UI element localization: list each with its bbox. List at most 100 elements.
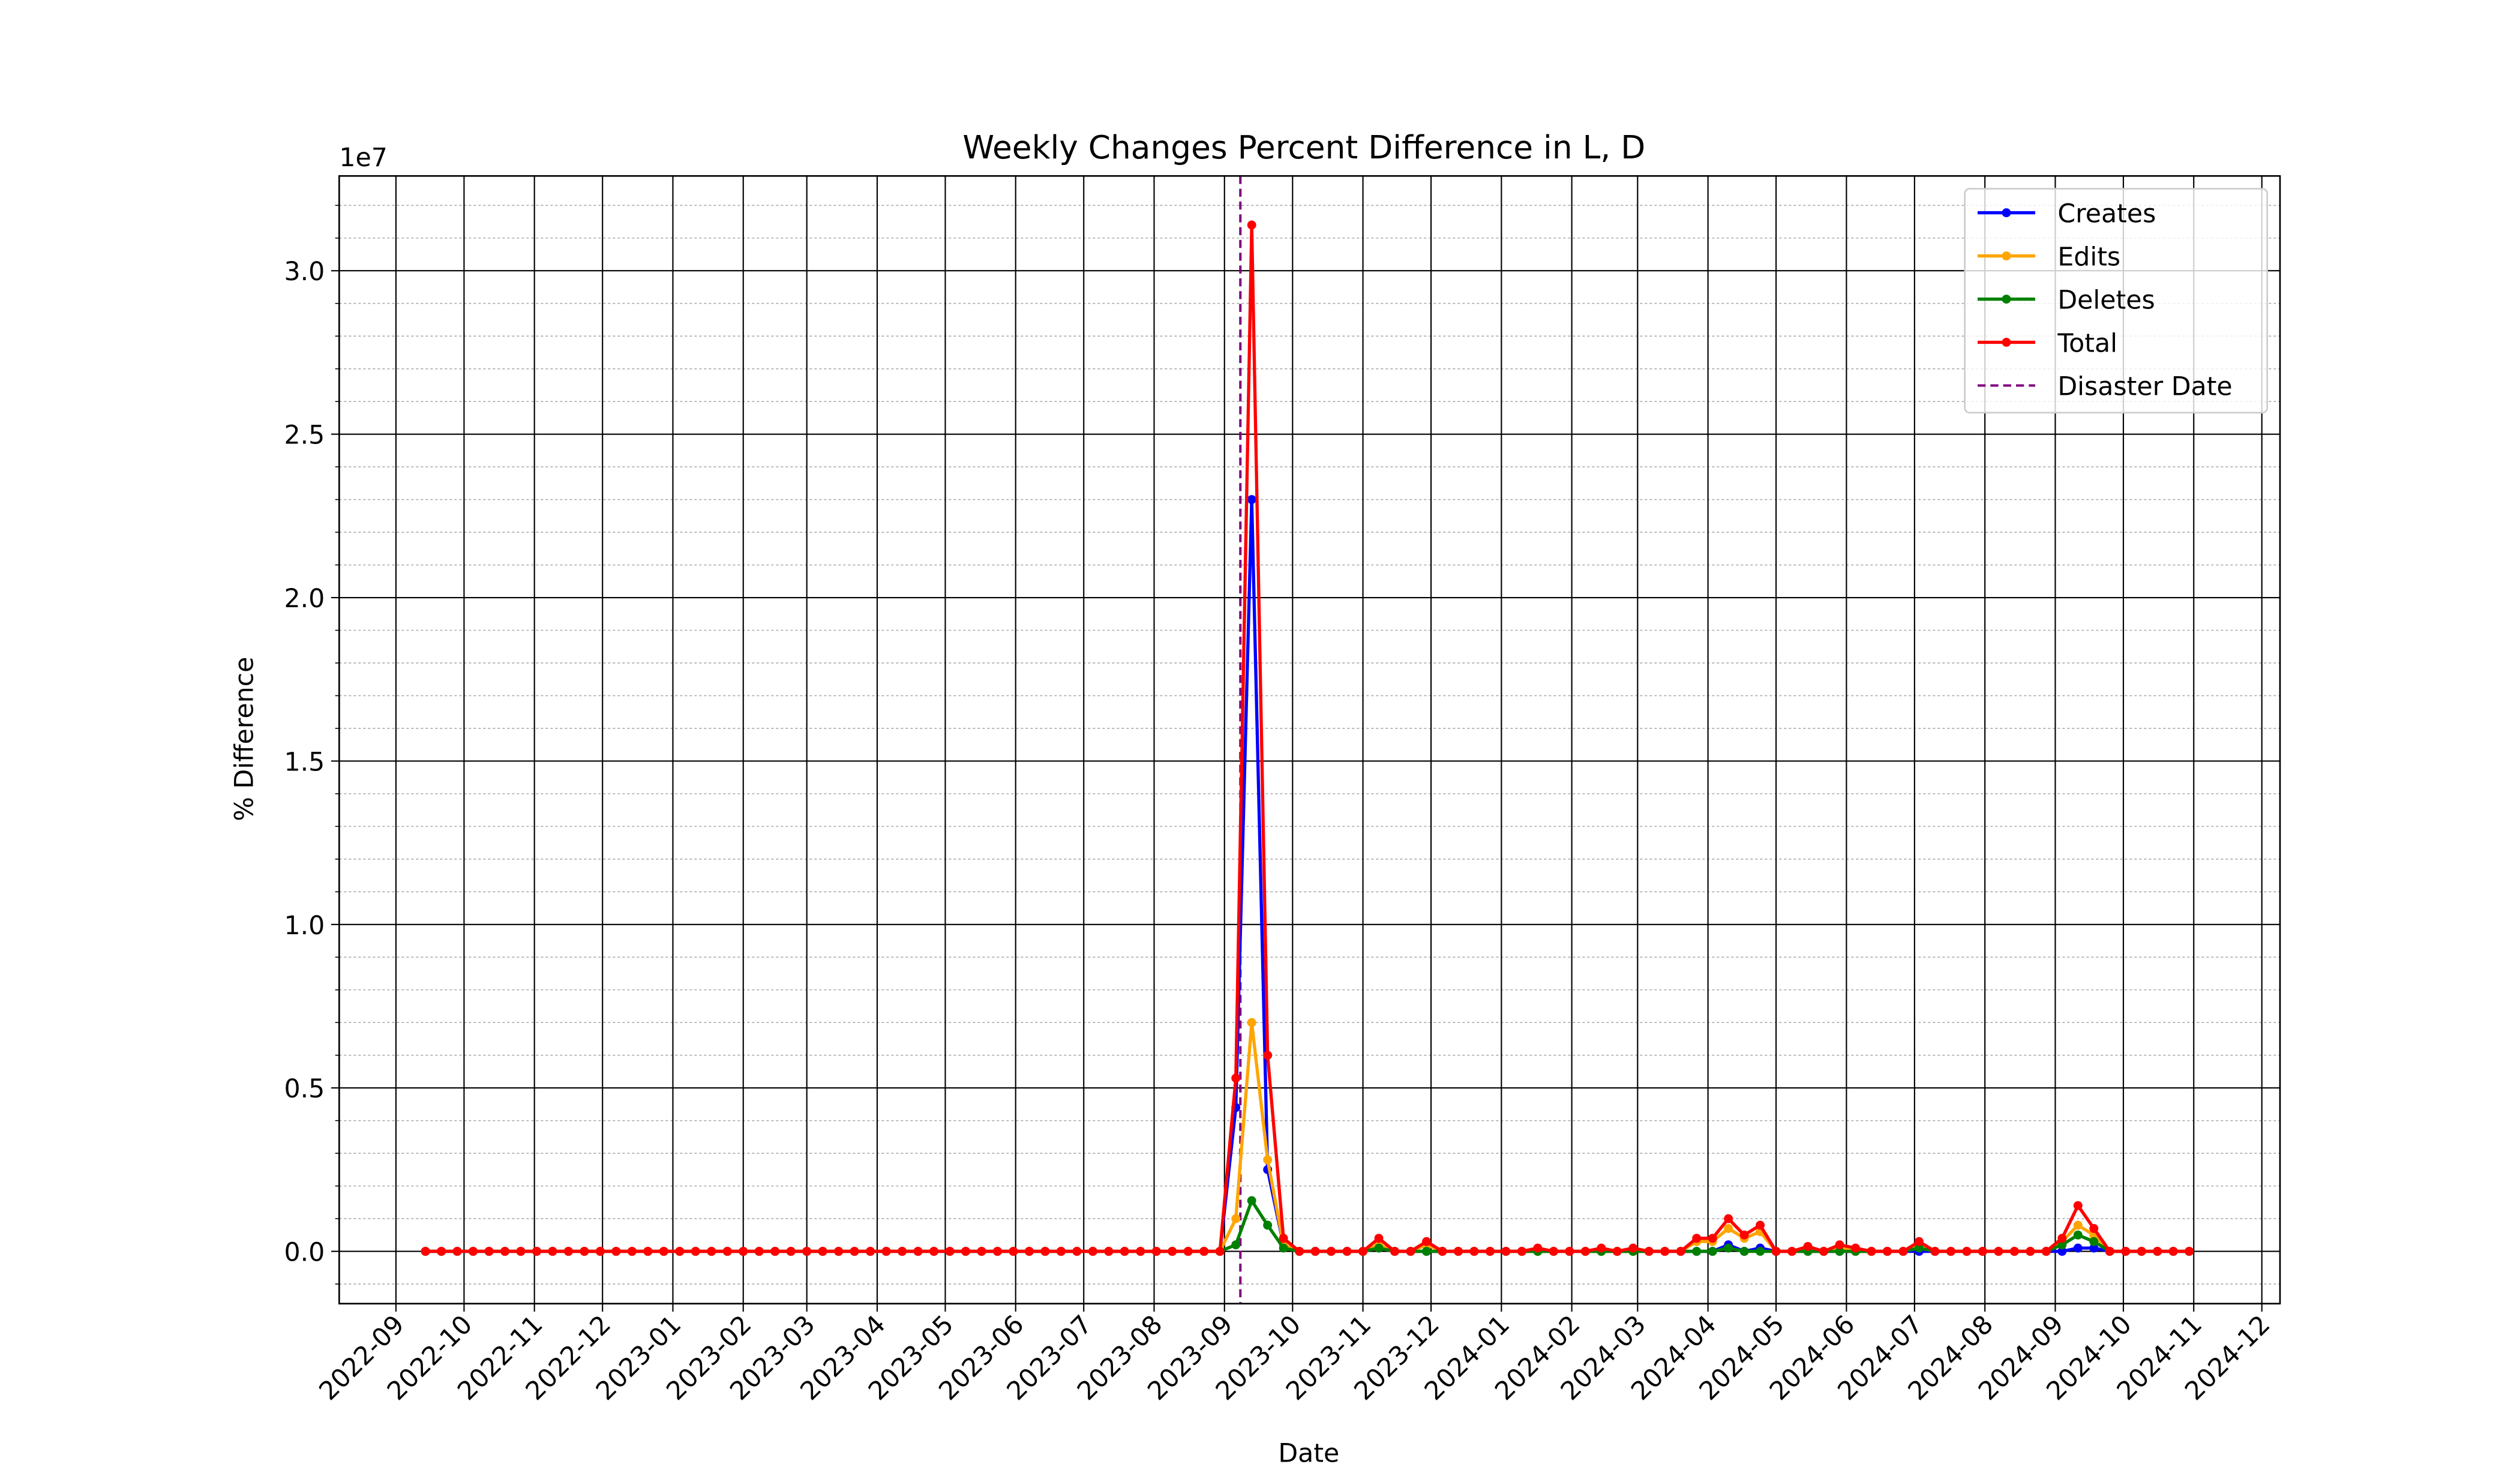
data-point: [977, 1247, 986, 1256]
data-point: [2073, 1220, 2083, 1230]
data-point: [1803, 1241, 1813, 1251]
data-point: [1597, 1243, 1606, 1253]
data-point: [1231, 1073, 1241, 1083]
data-point: [1247, 495, 1256, 505]
data-point: [484, 1247, 494, 1256]
data-point: [1883, 1247, 1892, 1256]
data-point: [580, 1247, 589, 1256]
legend-label: Creates: [2057, 199, 2156, 229]
data-point: [643, 1247, 653, 1256]
data-point: [1136, 1247, 1145, 1256]
data-point: [1708, 1247, 1717, 1256]
data-point: [1946, 1247, 1955, 1256]
data-point: [1263, 1051, 1273, 1060]
data-point: [1565, 1247, 1574, 1256]
axes-frame: [338, 175, 2281, 1305]
data-point: [1851, 1243, 1861, 1253]
data-point: [2073, 1201, 2083, 1210]
data-point: [945, 1247, 955, 1256]
legend-label: Deletes: [2057, 286, 2155, 316]
data-point: [1009, 1247, 1018, 1256]
data-point: [1342, 1247, 1352, 1256]
plot-area: [421, 176, 2194, 1304]
data-point: [1327, 1247, 1336, 1256]
data-point: [2153, 1247, 2162, 1256]
data-point: [421, 1247, 430, 1256]
data-point: [913, 1247, 923, 1256]
data-point: [1517, 1247, 1526, 1256]
data-point: [1914, 1243, 1924, 1253]
data-point: [1422, 1247, 1431, 1256]
data-point: [1215, 1247, 1225, 1256]
data-point: [1072, 1247, 1082, 1256]
data-point: [2137, 1247, 2146, 1256]
series-line: [425, 223, 2189, 1253]
data-point: [818, 1247, 827, 1256]
data-point: [437, 1247, 446, 1256]
data-point: [786, 1247, 796, 1256]
legend-marker: [2002, 338, 2011, 347]
data-point: [1724, 1223, 1733, 1233]
legend-label: Disaster Date: [2057, 371, 2232, 401]
data-point: [1422, 1237, 1431, 1246]
legend-label: Total: [2057, 329, 2117, 359]
data-point: [1724, 1243, 1733, 1253]
data-point: [1708, 1234, 1717, 1243]
y-tick-label: 0.5: [284, 1074, 325, 1104]
data-point: [500, 1247, 509, 1256]
data-point: [1231, 1214, 1241, 1223]
y-tick-label: 2.0: [284, 584, 325, 614]
data-point: [866, 1247, 875, 1256]
y-offset-label: 1e7: [339, 143, 388, 173]
data-point: [1390, 1247, 1400, 1256]
data-point: [2073, 1230, 2083, 1240]
data-point: [469, 1247, 478, 1256]
data-point: [1247, 1018, 1256, 1027]
data-point: [1358, 1247, 1368, 1256]
data-point: [1485, 1247, 1495, 1256]
data-point: [2089, 1223, 2099, 1233]
data-point: [850, 1247, 859, 1256]
data-point: [1279, 1234, 1288, 1243]
data-point: [1994, 1247, 2003, 1256]
data-point: [707, 1247, 716, 1256]
data-point: [961, 1247, 970, 1256]
data-point: [659, 1247, 668, 1256]
data-point: [1835, 1240, 1844, 1250]
data-point: [1756, 1220, 1765, 1230]
data-point: [1787, 1247, 1797, 1256]
data-point: [1374, 1243, 1384, 1253]
data-point: [1914, 1237, 1924, 1246]
data-point: [2057, 1234, 2067, 1243]
data-point: [611, 1247, 621, 1256]
data-point: [1819, 1247, 1829, 1256]
data-point: [739, 1247, 748, 1256]
data-point: [2168, 1247, 2178, 1256]
data-point: [2089, 1243, 2099, 1253]
data-point: [1962, 1247, 1972, 1256]
legend-marker: [2002, 295, 2011, 304]
data-point: [1739, 1230, 1749, 1240]
legend: Creates Edits Deletes Total Disaster Date: [1964, 188, 2268, 414]
data-point: [1835, 1247, 1844, 1256]
data-point: [754, 1247, 764, 1256]
data-point: [898, 1247, 907, 1256]
data-point: [1263, 1220, 1273, 1230]
data-point: [1438, 1247, 1447, 1256]
data-point: [1756, 1247, 1765, 1256]
data-point: [675, 1247, 685, 1256]
data-point: [2041, 1247, 2051, 1256]
data-point: [1247, 220, 1256, 230]
x-axis-label: Date: [1278, 1439, 1339, 1469]
data-point: [452, 1247, 462, 1256]
y-tick-label: 1.5: [284, 747, 325, 777]
data-point: [1183, 1247, 1193, 1256]
data-point: [802, 1247, 812, 1256]
data-point: [548, 1247, 557, 1256]
data-point: [1151, 1247, 1161, 1256]
legend-label: Edits: [2057, 242, 2120, 272]
data-point: [1310, 1247, 1320, 1256]
legend-marker: [2002, 251, 2011, 261]
